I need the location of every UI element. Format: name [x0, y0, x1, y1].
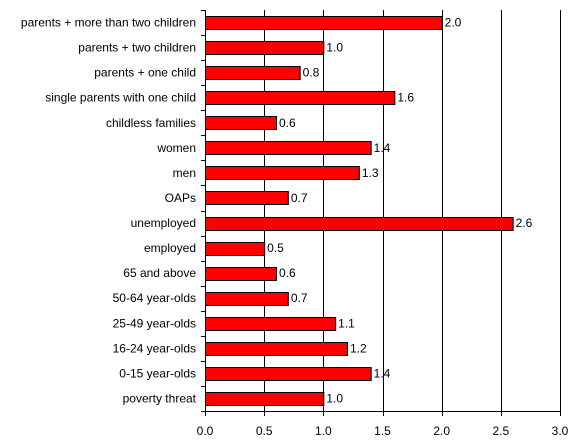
category-label-2: parents + two children — [78, 41, 196, 55]
data-label-1: 2.0 — [445, 16, 462, 30]
bar-1 — [205, 16, 443, 30]
category-label-9: unemployed — [131, 216, 196, 230]
category-label-12: 50-64 year-olds — [113, 291, 196, 305]
x-tick-label-1.0: 1.0 — [315, 424, 332, 438]
labels: 2.0 parents + more than two children 1.0 pa… — [21, 16, 569, 438]
bar-10 — [205, 242, 266, 256]
bar-3 — [205, 66, 301, 80]
category-label-10: employed — [144, 241, 196, 255]
data-label-11: 0.6 — [279, 266, 296, 280]
category-label-3: parents + one child — [94, 66, 196, 80]
data-label-13: 1.1 — [338, 316, 355, 330]
data-label-8: 0.7 — [291, 191, 308, 205]
category-label-8: OAPs — [165, 191, 196, 205]
x-tick-label-2.0: 2.0 — [433, 424, 450, 438]
data-label-6: 1.4 — [374, 141, 391, 155]
x-tick-label-3.0: 3.0 — [552, 424, 569, 438]
data-label-15: 1.4 — [374, 366, 391, 380]
bar-5 — [205, 116, 277, 130]
category-label-11: 65 and above — [123, 266, 196, 280]
data-label-9: 2.6 — [516, 216, 533, 230]
data-label-12: 0.7 — [291, 291, 308, 305]
bar-11 — [205, 267, 277, 281]
category-label-15: 0-15 year-olds — [119, 366, 196, 380]
data-label-14: 1.2 — [350, 341, 367, 355]
category-label-5: childless families — [106, 116, 196, 130]
category-label-13: 25-49 year-olds — [113, 316, 196, 330]
axes — [201, 10, 561, 416]
bar-4 — [205, 91, 396, 105]
data-label-10: 0.5 — [267, 241, 284, 255]
category-label-4: single parents with one child — [45, 91, 196, 105]
data-label-4: 1.6 — [397, 91, 414, 105]
bar-12 — [205, 292, 289, 306]
bar-6 — [205, 141, 372, 155]
category-label-14: 16-24 year-olds — [113, 341, 196, 355]
bar-9 — [205, 217, 514, 231]
bar-14 — [205, 342, 348, 356]
data-label-5: 0.6 — [279, 116, 296, 130]
x-tick-label-1.5: 1.5 — [374, 424, 391, 438]
bar-16 — [205, 392, 325, 406]
bar-15 — [205, 367, 372, 381]
x-tick-label-0.5: 0.5 — [256, 424, 273, 438]
bar-7 — [205, 166, 360, 180]
x-tick-label-2.5: 2.5 — [492, 424, 509, 438]
data-label-16: 1.0 — [326, 391, 343, 405]
data-label-2: 1.0 — [326, 41, 343, 55]
x-tick-label-0.0: 0.0 — [197, 424, 214, 438]
category-label-16: poverty threat — [123, 391, 197, 405]
category-label-1: parents + more than two children — [21, 16, 196, 30]
bar-13 — [205, 317, 337, 331]
data-label-3: 0.8 — [303, 66, 320, 80]
bar-8 — [205, 191, 289, 205]
data-label-7: 1.3 — [362, 166, 379, 180]
category-label-6: women — [156, 141, 196, 155]
bar-2 — [205, 41, 325, 55]
category-label-7: men — [173, 166, 196, 180]
